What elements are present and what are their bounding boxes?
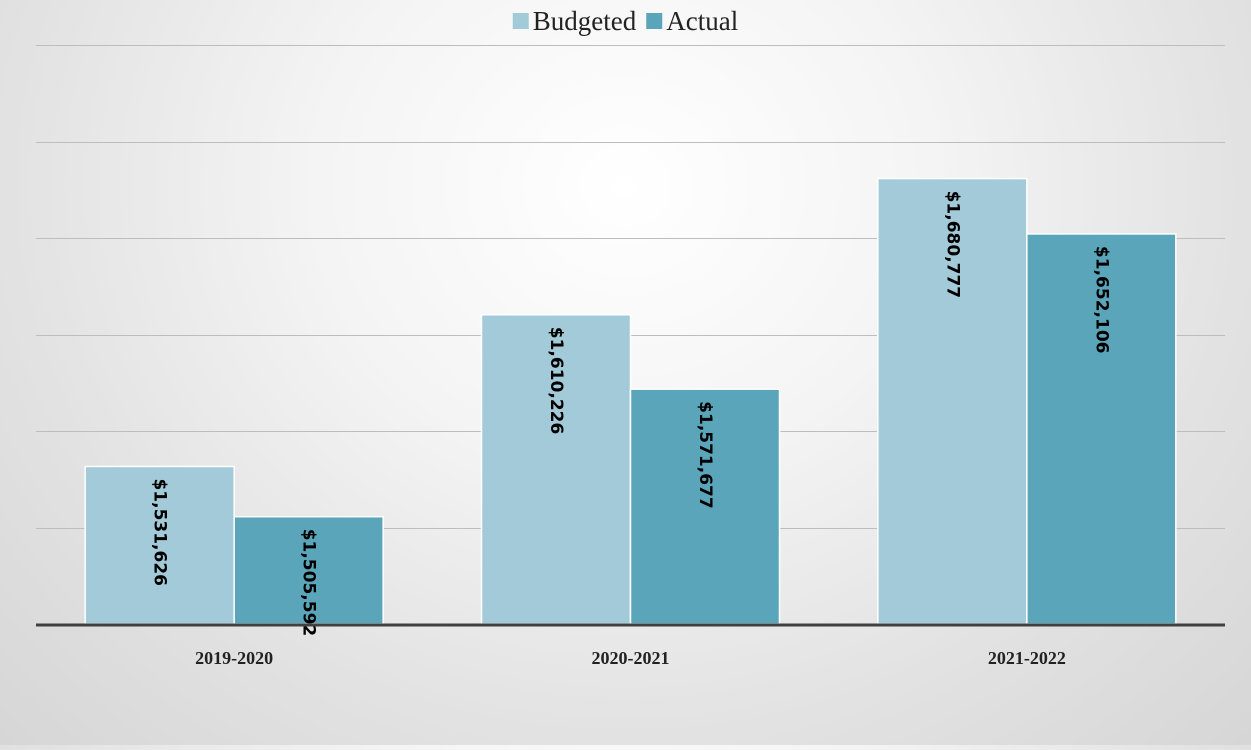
- legend: Budgeted Actual: [512, 6, 738, 36]
- data-label: $1,680,777: [942, 191, 962, 299]
- legend-item-actual: Actual: [646, 6, 738, 36]
- bar-actual-2021-2022: [1026, 233, 1177, 625]
- x-axis: 2019-2020 2020-2021 2021-2022: [36, 623, 1225, 668]
- x-tick-label: 2020-2021: [592, 648, 670, 668]
- data-label: $1,610,226: [546, 327, 566, 435]
- legend-swatch: [646, 13, 663, 29]
- legend-swatch: [512, 13, 529, 29]
- bar-budgeted-2021-2022: [877, 177, 1028, 625]
- bar-actual-2020-2021: [629, 388, 781, 625]
- data-label: $1,505,592: [299, 529, 319, 637]
- bar-budgeted-2020-2021: [480, 314, 632, 625]
- x-tick-label: 2019-2020: [195, 648, 273, 668]
- data-label: $1,652,106: [1091, 246, 1111, 354]
- legend-item-budgeted: Budgeted: [512, 6, 637, 36]
- data-label: $1,531,626: [150, 478, 170, 586]
- legend-label: Actual: [666, 6, 738, 36]
- bars: $1,531,626 $1,505,592 $1,610,226 $1,571,677…: [84, 177, 1177, 637]
- legend-label: Budgeted: [533, 6, 637, 36]
- data-label: $1,571,677: [695, 401, 715, 509]
- bar-actual-2019-2020: [233, 515, 384, 625]
- x-tick-label: 2021-2022: [988, 648, 1066, 668]
